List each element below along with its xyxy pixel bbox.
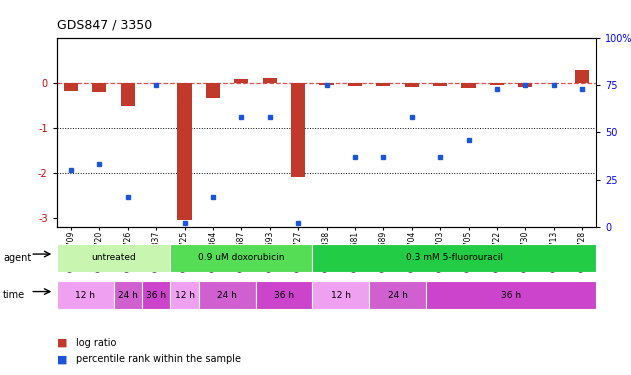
Text: 0.3 mM 5-fluorouracil: 0.3 mM 5-fluorouracil [406,254,503,262]
Text: 0.9 uM doxorubicin: 0.9 uM doxorubicin [198,254,285,262]
Text: 12 h: 12 h [75,291,95,300]
Bar [121,82,135,106]
Bar [64,82,78,91]
Bar [312,281,369,309]
Bar [376,82,391,86]
Text: agent: agent [3,253,32,262]
Text: untreated: untreated [91,254,136,262]
Text: 36 h: 36 h [274,291,294,300]
Bar [490,82,504,85]
Bar [262,78,277,82]
Text: 12 h: 12 h [331,291,351,300]
Bar [234,80,249,82]
Text: 36 h: 36 h [146,291,166,300]
Bar [142,281,170,309]
Bar [206,82,220,98]
Text: time: time [3,290,25,300]
Bar [291,82,305,177]
Text: GDS847 / 3350: GDS847 / 3350 [57,19,152,32]
Bar [433,82,447,86]
Bar [369,281,426,309]
Bar [57,281,114,309]
Text: log ratio: log ratio [76,338,116,348]
Bar [518,82,533,87]
Text: 24 h: 24 h [387,291,408,300]
Bar [312,244,596,272]
Bar [199,281,256,309]
Bar [114,281,142,309]
Bar [319,82,334,85]
Bar [461,82,476,88]
Bar [348,82,362,86]
Text: percentile rank within the sample: percentile rank within the sample [76,354,240,364]
Bar [149,82,163,84]
Bar [177,82,192,220]
Bar [170,244,312,272]
Text: 36 h: 36 h [501,291,521,300]
Bar [256,281,312,309]
Bar [426,281,596,309]
Bar [92,82,107,92]
Bar [404,82,419,87]
Text: 24 h: 24 h [118,291,138,300]
Text: ■: ■ [57,338,68,348]
Text: 12 h: 12 h [175,291,194,300]
Bar [575,70,589,82]
Text: ■: ■ [57,354,68,364]
Text: 24 h: 24 h [217,291,237,300]
Bar [170,281,199,309]
Bar [57,244,170,272]
